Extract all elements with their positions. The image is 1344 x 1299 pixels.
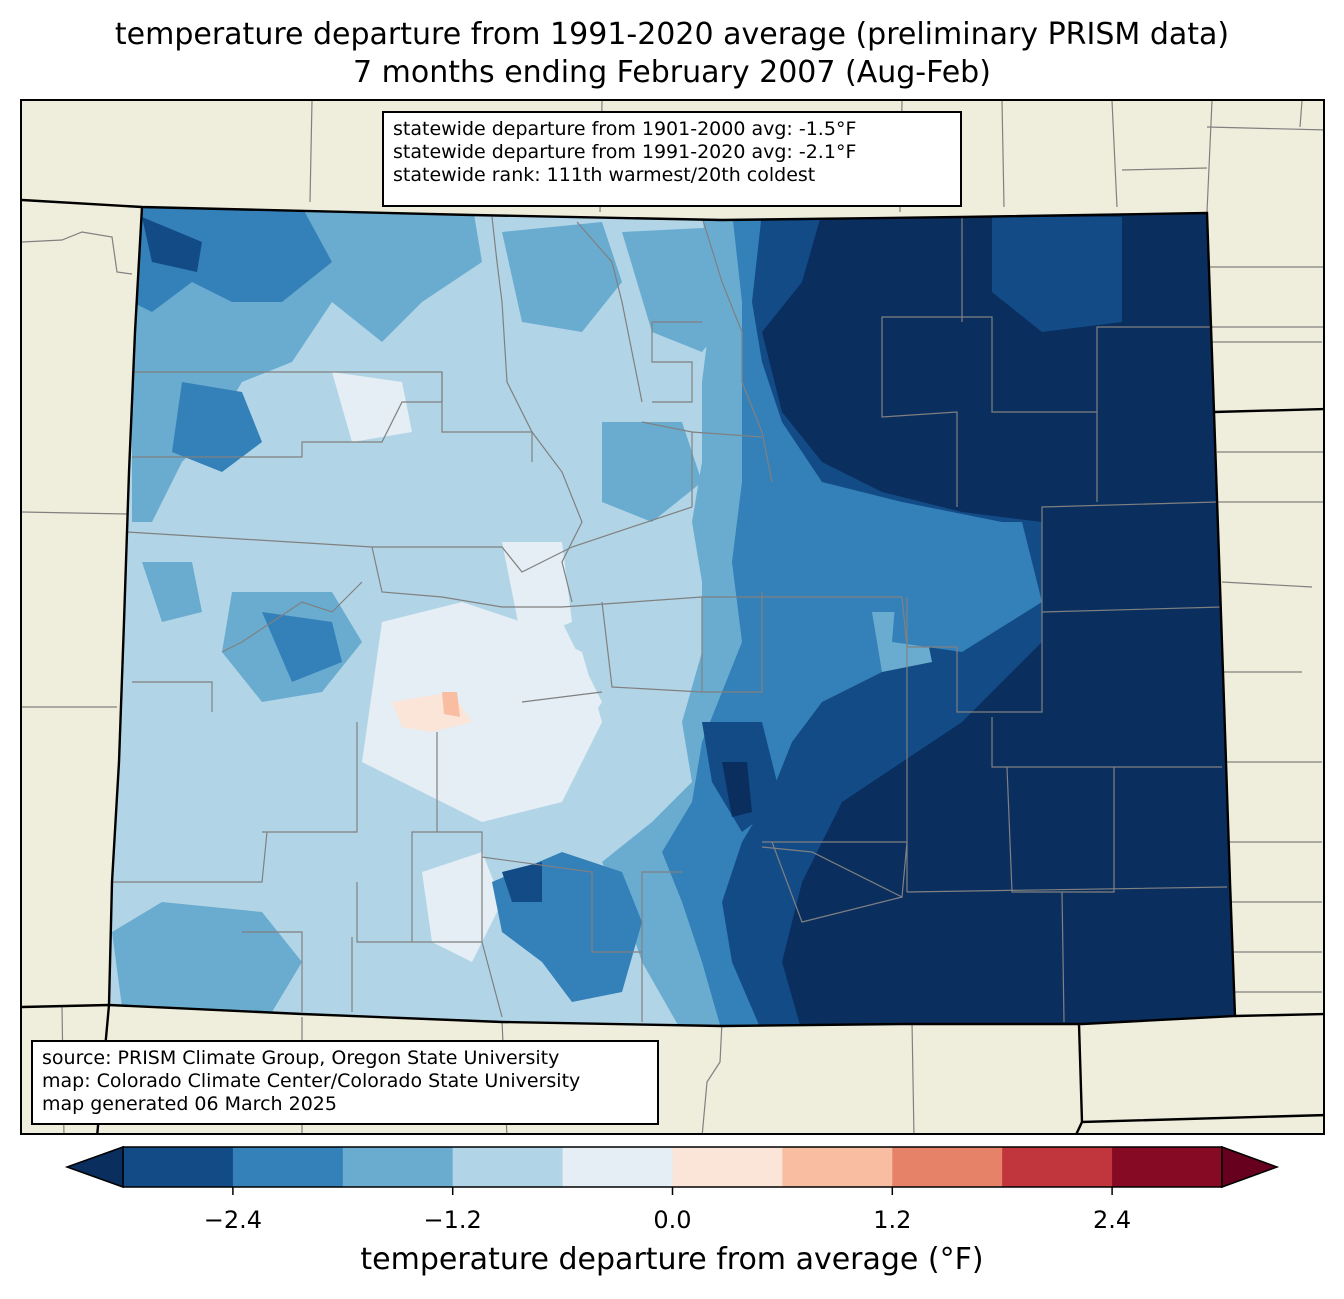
colorbar-tick-label: −2.4: [203, 1206, 263, 1234]
colorbar-segment: [892, 1147, 1003, 1187]
colorbar-tick-label: 2.4: [1093, 1206, 1132, 1234]
statewide-stats-box: statewide departure from 1901-2000 avg: …: [382, 111, 962, 207]
map-panel: [20, 99, 1325, 1135]
colorbar-segment: [1112, 1147, 1223, 1187]
colorbar-ticks: [232, 1187, 1113, 1195]
stats-rank: statewide rank: 111th warmest/20th colde…: [393, 164, 816, 186]
source-credits-box: source: PRISM Climate Group, Oregon Stat…: [31, 1040, 659, 1125]
colorbar-segment: [782, 1147, 893, 1187]
colorbar-tick-label: 1.2: [873, 1206, 912, 1234]
temperature-contours: [109, 207, 1235, 1026]
colorbar-segment: [672, 1147, 783, 1187]
colorbar-segment: [123, 1147, 234, 1187]
county-lines: [112, 216, 1228, 1023]
colorbar-under-arrow: [64, 1145, 124, 1189]
colorbar-segment: [342, 1147, 454, 1187]
source-line: source: PRISM Climate Group, Oregon Stat…: [42, 1047, 560, 1069]
colorbar-over-arrow: [1221, 1145, 1280, 1189]
map-title-line2: 7 months ending February 2007 (Aug-Feb): [353, 55, 991, 90]
colorbar-segment: [562, 1147, 673, 1187]
colorado-map: [22, 101, 1323, 1133]
stats-departure-1991-2020: statewide departure from 1991-2020 avg: …: [393, 141, 857, 163]
stats-departure-1901-2000: statewide departure from 1901-2000 avg: …: [393, 118, 857, 140]
colorbar-segment: [452, 1147, 564, 1187]
colorbar-segment: [1002, 1147, 1113, 1187]
map-credit-line: map: Colorado Climate Center/Colorado St…: [42, 1070, 581, 1092]
colorbar: [64, 1145, 1280, 1195]
state-borders: [22, 198, 1323, 1133]
map-title-line1: temperature departure from 1991-2020 ave…: [114, 17, 1230, 52]
colorbar-tick-label: −1.2: [423, 1206, 482, 1234]
colorbar-tick-label: 0.0: [653, 1206, 692, 1234]
colorbar-segment: [232, 1147, 344, 1187]
colorbar-segments: [122, 1146, 1223, 1188]
map-generated-date: map generated 06 March 2025: [42, 1093, 337, 1115]
colorbar-label: temperature departure from average (°F): [360, 1242, 984, 1277]
